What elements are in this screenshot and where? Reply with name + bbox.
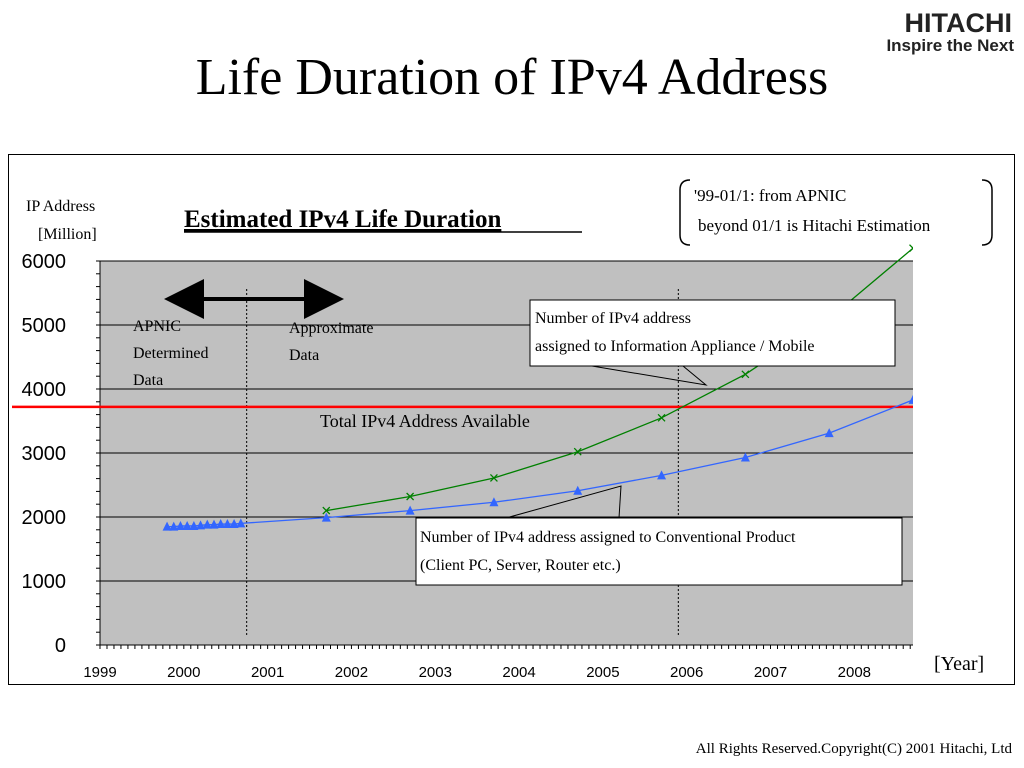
- x-tick-label: 2001: [251, 664, 284, 681]
- triangle-marker: [236, 518, 246, 528]
- source-note-line2: beyond 01/1 is Hitachi Estimation: [698, 216, 931, 235]
- y-tick-label: 0: [55, 635, 66, 657]
- x-tick-label: 2005: [586, 664, 619, 681]
- conventional-callout-pointer: [505, 485, 622, 519]
- total-available-label: Total IPv4 Address Available: [320, 411, 530, 431]
- note-left-bracket: [679, 179, 691, 246]
- triangle-marker: [196, 520, 206, 530]
- triangle-marker: [824, 428, 834, 438]
- triangle-marker: [189, 520, 199, 530]
- triangle-marker: [489, 497, 499, 507]
- x-axis-label: [Year]: [934, 653, 984, 675]
- x-marker: [573, 447, 582, 456]
- x-tick-label: 2002: [335, 664, 368, 681]
- x-tick-label: 2008: [838, 664, 871, 681]
- triangle-marker: [405, 505, 415, 515]
- x-marker: [406, 492, 415, 501]
- y-axis-label-line2: [Million]: [38, 226, 97, 243]
- appliance-callout-line: Number of IPv4 address: [535, 310, 691, 327]
- triangle-marker: [216, 519, 226, 529]
- conventional-callout-box: [415, 517, 903, 586]
- triangle-marker: [229, 519, 239, 529]
- y-tick-label: 4000: [22, 379, 67, 401]
- slide-title: Life Duration of IPv4 Address: [195, 49, 829, 106]
- triangle-marker: [162, 521, 172, 531]
- triangle-marker: [175, 520, 185, 530]
- x-tick-label: 2000: [167, 664, 200, 681]
- triangle-marker: [202, 519, 212, 529]
- x-tick-label: 2007: [754, 664, 787, 681]
- note-right-bracket: [981, 179, 993, 246]
- x-marker: [322, 506, 331, 515]
- triangle-marker: [657, 470, 667, 480]
- hitachi-logo: HITACHI Inspire the Next: [868, 6, 1018, 56]
- triangle-marker: [209, 519, 219, 529]
- conventional-callout-line: (Client PC, Server, Router etc.): [420, 557, 621, 574]
- x-tick-label: 2003: [419, 664, 452, 681]
- appliance-callout-line: assigned to Information Appliance / Mobi…: [535, 338, 815, 355]
- chart-title: Estimated IPv4 Life Duration: [184, 206, 501, 233]
- x-marker: [489, 474, 498, 482]
- conventional-series: [162, 394, 913, 531]
- source-note-line1: '99-01/1: from APNIC: [694, 186, 846, 205]
- x-tick-label: 1999: [83, 664, 116, 681]
- y-tick-label: 2000: [22, 507, 67, 529]
- triangle-marker: [740, 452, 750, 462]
- triangle-marker: [321, 512, 331, 522]
- y-tick-label: 3000: [22, 443, 67, 465]
- apnic-label-line: Determined: [133, 345, 209, 362]
- y-axis-label-line1: IP Address: [26, 198, 95, 215]
- x-tick-label: 2004: [502, 664, 535, 681]
- triangle-marker: [573, 485, 583, 495]
- triangle-marker: [169, 521, 179, 531]
- logo-brand: HITACHI: [904, 8, 1013, 38]
- approximate-label-line: Approximate: [289, 320, 373, 337]
- apnic-label-line: Data: [133, 372, 163, 389]
- triangle-marker: [908, 394, 913, 404]
- x-tick-label: 2006: [670, 664, 703, 681]
- triangle-marker: [222, 519, 232, 529]
- y-tick-label: 1000: [22, 571, 67, 593]
- conventional-callout-line: Number of IPv4 address assigned to Conve…: [420, 529, 796, 546]
- x-marker: [741, 370, 750, 379]
- copyright-footer: All Rights Reserved.Copyright(C) 2001 Hi…: [695, 741, 1012, 757]
- appliance-callout-box: [529, 299, 896, 367]
- logo-tagline: Inspire the Next: [886, 36, 1014, 55]
- y-tick-label: 5000: [22, 315, 67, 337]
- apnic-label-line: APNIC: [133, 318, 181, 335]
- approximate-label-line: Data: [289, 347, 319, 364]
- x-marker: [657, 413, 666, 422]
- x-marker: [909, 244, 913, 253]
- y-tick-label: 6000: [22, 251, 67, 273]
- chart-frame: [8, 154, 1015, 685]
- triangle-marker: [182, 520, 192, 530]
- appliance-callout-pointer: [591, 365, 708, 386]
